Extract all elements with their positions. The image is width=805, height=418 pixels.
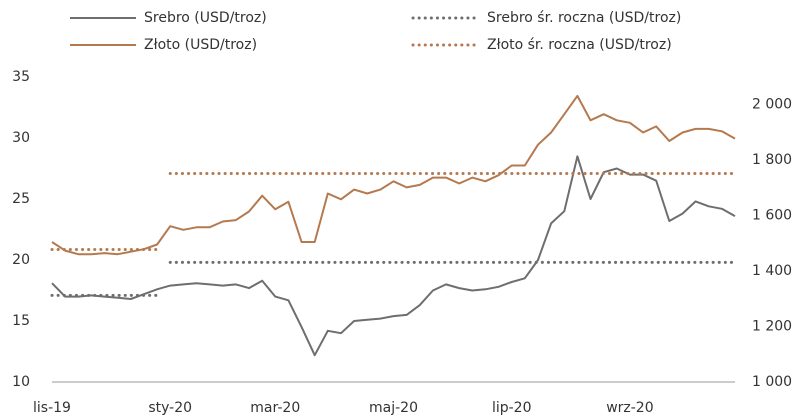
y2-tick-label: 1 000 [752,374,792,390]
x-tick-label: lis-19 [33,400,71,416]
x-tick-label: mar-20 [250,400,300,416]
legend-label: Srebro (USD/troz) [144,10,267,26]
y2-tick-label: 2 000 [752,97,792,113]
x-tick-label: lip-20 [492,400,532,416]
legend-label: Złoto (USD/troz) [144,37,257,53]
y-tick-label: 20 [12,252,30,268]
y2-tick-label: 1 800 [752,152,792,168]
legend-label: Srebro śr. roczna (USD/troz) [487,10,681,26]
y2-tick-label: 1 400 [752,263,792,279]
x-tick-label: maj-20 [369,400,418,416]
series-line [51,155,736,357]
y-tick-label: 30 [12,130,30,146]
x-tick-label: sty-20 [148,400,192,416]
y2-tick-label: 1 200 [752,319,792,335]
series-line [51,94,736,256]
legend-label: Złoto śr. roczna (USD/troz) [487,37,672,53]
y-tick-label: 25 [12,191,30,207]
y-tick-label: 35 [12,69,30,85]
y-tick-label: 15 [12,313,30,329]
y2-tick-label: 1 600 [752,208,792,224]
y-tick-label: 10 [12,374,30,390]
x-tick-label: wrz-20 [606,400,653,416]
